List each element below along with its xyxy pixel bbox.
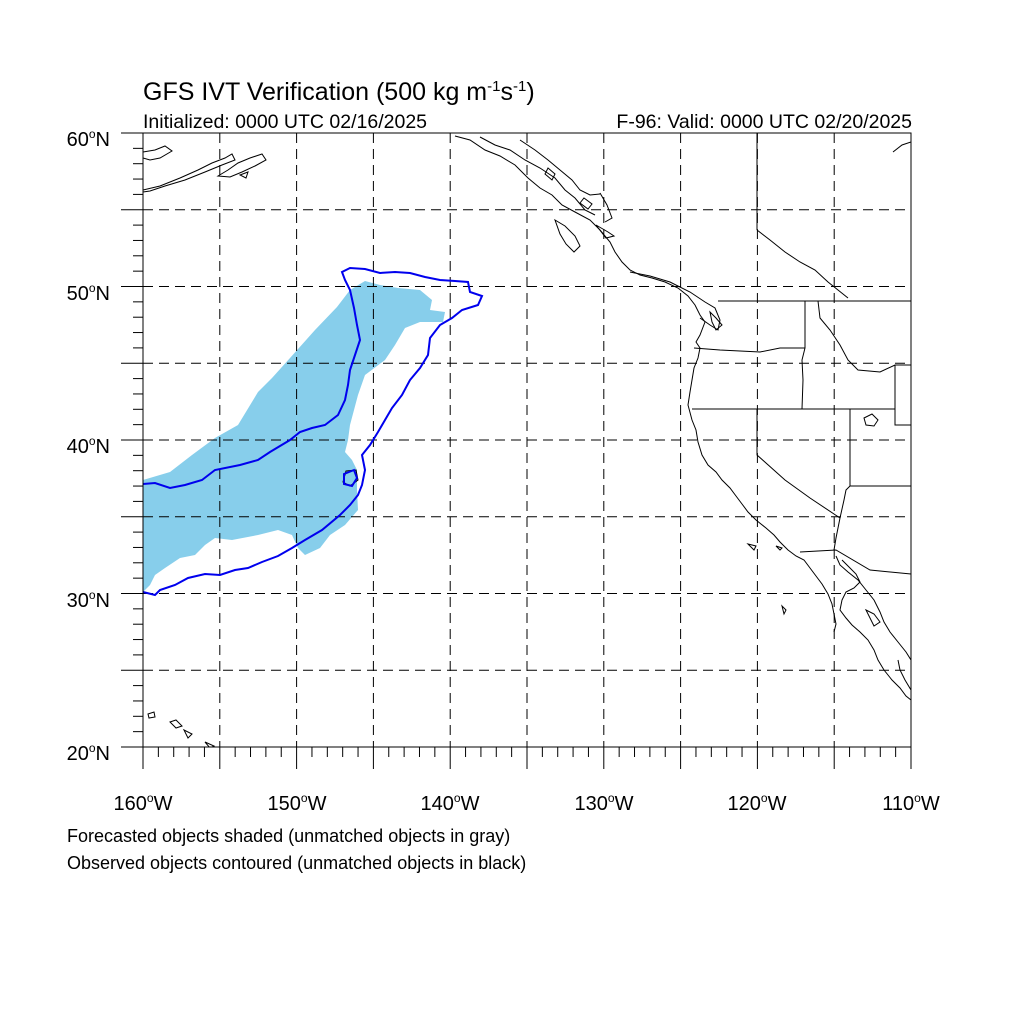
lon-label-120w: 120oW — [727, 791, 787, 815]
observed-object-contour-inner — [343, 468, 359, 488]
lon-label-140w: 140oW — [420, 791, 480, 815]
observed-object-contour — [143, 266, 484, 597]
lat-label-40n: 40oN — [66, 434, 110, 458]
lat-lon-grid — [143, 133, 911, 747]
lat-label-20n: 20oN — [66, 741, 110, 765]
lat-label-60n: 60oN — [66, 127, 110, 151]
legend-note-observed: Observed objects contoured (unmatched ob… — [67, 853, 527, 873]
legend-note-forecast: Forecasted objects shaded (unmatched obj… — [67, 826, 511, 846]
lat-label-50n: 50oN — [66, 281, 110, 305]
lat-label-30n: 30oN — [66, 588, 110, 612]
lon-label-110w: 110oW — [882, 791, 940, 815]
axis-ticks — [121, 132, 912, 769]
coastlines — [143, 135, 911, 747]
political-borders — [692, 133, 911, 575]
observed-objects — [143, 266, 484, 597]
map-title: GFS IVT Verification (500 kg m-1s-1) — [143, 78, 535, 106]
lon-label-160w: 160oW — [113, 791, 173, 815]
init-time: Initialized: 0000 UTC 02/16/2025 — [143, 111, 428, 133]
valid-time: F-96: Valid: 0000 UTC 02/20/2025 — [616, 111, 912, 133]
lon-label-130w: 130oW — [574, 791, 634, 815]
map-frame — [142, 132, 912, 748]
lon-label-150w: 150oW — [267, 791, 327, 815]
